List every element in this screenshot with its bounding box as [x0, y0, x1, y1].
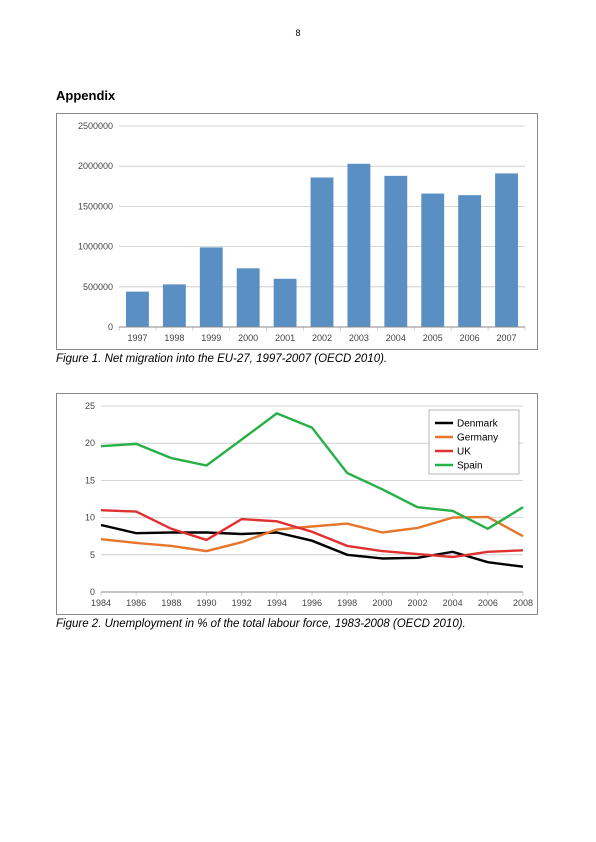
figure1-chart: 0 500000 1000000 1500000 2000000 2500000 1997 1…: [56, 113, 538, 350]
svg-text:10: 10: [85, 513, 95, 523]
appendix-heading: Appendix: [56, 88, 540, 103]
svg-text:1990: 1990: [196, 598, 216, 608]
figure2-chart: 0 5 10 15 20 25 1984 1986 1988 1990 1992 1994 1996 19…: [56, 393, 538, 615]
svg-text:15: 15: [85, 475, 95, 485]
svg-text:1998: 1998: [337, 598, 357, 608]
svg-text:2008: 2008: [513, 598, 533, 608]
svg-text:2000: 2000: [238, 333, 258, 343]
svg-text:500000: 500000: [83, 282, 113, 292]
svg-text:2002: 2002: [312, 333, 332, 343]
svg-text:1992: 1992: [232, 598, 252, 608]
svg-text:1984: 1984: [91, 598, 111, 608]
figure2-caption: Figure 2. Unemployment in % of the total…: [56, 618, 540, 630]
svg-text:Spain: Spain: [457, 461, 483, 472]
content: Appendix 0500000100000015000002000000250…: [56, 88, 540, 630]
svg-text:0: 0: [90, 587, 95, 597]
svg-text:2002: 2002: [407, 598, 427, 608]
svg-text:1988: 1988: [161, 598, 181, 608]
svg-text:2006: 2006: [478, 598, 498, 608]
svg-text:1998: 1998: [164, 333, 184, 343]
svg-text:1996: 1996: [302, 598, 322, 608]
svg-text:2005: 2005: [423, 333, 443, 343]
svg-text:1999: 1999: [201, 333, 221, 343]
svg-text:1994: 1994: [267, 598, 287, 608]
svg-text:1500000: 1500000: [78, 201, 113, 211]
svg-text:2001: 2001: [275, 333, 295, 343]
svg-text:Germany: Germany: [457, 433, 498, 444]
svg-text:2004: 2004: [443, 598, 463, 608]
svg-text:2007: 2007: [497, 333, 517, 343]
svg-text:20: 20: [85, 438, 95, 448]
svg-text:Denmark: Denmark: [457, 419, 499, 430]
page-number: 8: [0, 28, 596, 38]
svg-text:1997: 1997: [127, 333, 147, 343]
svg-text:2000000: 2000000: [78, 161, 113, 171]
svg-text:1986: 1986: [126, 598, 146, 608]
svg-text:2500000: 2500000: [78, 121, 113, 131]
svg-text:1000000: 1000000: [78, 242, 113, 252]
svg-text:2003: 2003: [349, 333, 369, 343]
svg-text:25: 25: [85, 401, 95, 411]
svg-text:0: 0: [108, 322, 113, 332]
svg-text:2006: 2006: [460, 333, 480, 343]
svg-text:2004: 2004: [386, 333, 406, 343]
figure1-caption: Figure 1. Net migration into the EU-27, …: [56, 353, 540, 365]
svg-text:2000: 2000: [372, 598, 392, 608]
svg-text:UK: UK: [457, 447, 471, 458]
svg-text:5: 5: [90, 550, 95, 560]
